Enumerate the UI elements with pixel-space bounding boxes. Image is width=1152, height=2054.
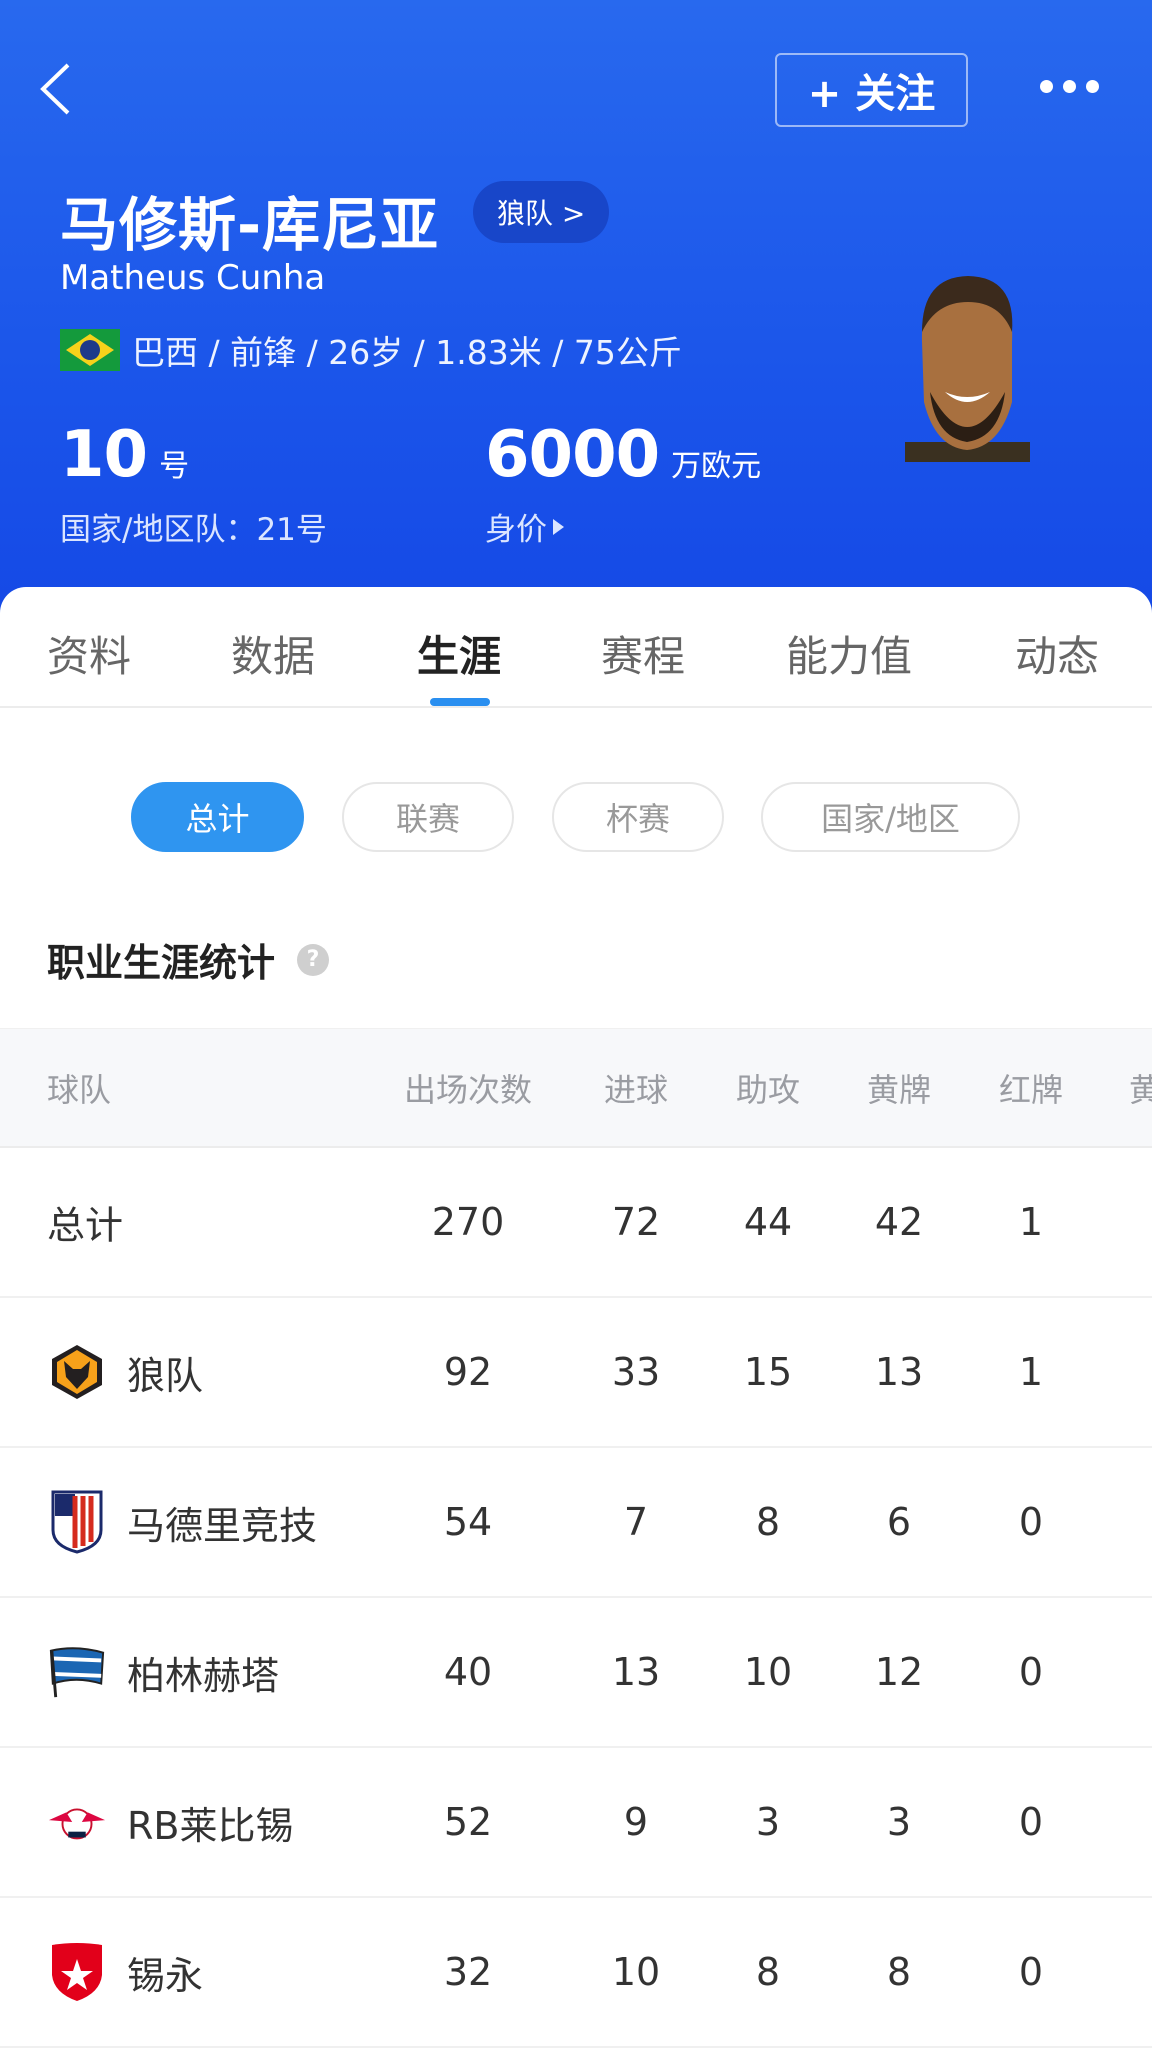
- market-value-unit: 万欧元: [671, 449, 762, 484]
- career-panel: 资料 数据 生涯 赛程 能力值 动态 总计 联赛 杯赛 国家/地区 职业生涯统计…: [0, 587, 1152, 2054]
- player-photo: [905, 276, 1030, 462]
- stat-yellow: 12: [874, 1650, 924, 1694]
- section-title-text: 职业生涯统计: [47, 941, 276, 985]
- stat-assists: 3: [755, 1800, 781, 1844]
- player-header: + 关注 马修斯-库尼亚 狼队 > Matheus Cunha 巴西 / 前锋 …: [0, 0, 1152, 620]
- market-value-label: 身价: [485, 512, 547, 548]
- header-assists: 助攻: [735, 1070, 801, 1109]
- table-row[interactable]: 锡永 32 10 8 8 0: [0, 1898, 1152, 2048]
- tab-ability[interactable]: 能力值: [786, 632, 913, 681]
- help-icon[interactable]: ?: [297, 943, 330, 976]
- stat-goals: 33: [611, 1350, 661, 1394]
- stat-assists: 8: [755, 1500, 781, 1544]
- header-team: 球队: [47, 1070, 112, 1109]
- shirt-unit: 号: [159, 449, 190, 484]
- stat-yellow: 8: [886, 1950, 912, 1994]
- section-title: 职业生涯统计?: [47, 932, 330, 987]
- info-text: 巴西 / 前锋 / 26岁 / 1.83米 / 75公斤: [132, 333, 682, 372]
- tab-career[interactable]: 生涯: [417, 632, 502, 681]
- filter-league[interactable]: 联赛: [342, 782, 514, 852]
- team-cell: 狼队: [47, 1342, 203, 1402]
- stat-apps: 32: [443, 1950, 493, 1994]
- stat-assists: 44: [743, 1200, 793, 1244]
- team-cell: 马德里竞技: [47, 1490, 318, 1554]
- stat-goals: 72: [611, 1200, 661, 1244]
- stat-red: 0: [1018, 1950, 1044, 1994]
- active-tab-indicator: [430, 698, 490, 706]
- player-info: 巴西 / 前锋 / 26岁 / 1.83米 / 75公斤: [60, 326, 682, 374]
- stat-assists: 15: [743, 1350, 793, 1394]
- table-row[interactable]: 马德里竞技 54 7 8 6 0: [0, 1448, 1152, 1598]
- leipzig-logo-icon: [47, 1792, 107, 1852]
- stat-goals: 7: [623, 1500, 649, 1544]
- stat-apps: 270: [431, 1200, 505, 1244]
- table-row[interactable]: 柏林赫塔 40 13 10 12 0: [0, 1598, 1152, 1748]
- team-cell: 总计: [47, 1195, 123, 1250]
- stat-apps: 52: [443, 1800, 493, 1844]
- stat-assists: 8: [755, 1950, 781, 1994]
- table-header: 球队 出场次数 进球 助攻 黄牌 红牌 黄: [0, 1028, 1152, 1148]
- tab-bar: 资料 数据 生涯 赛程 能力值 动态: [0, 587, 1152, 708]
- tab-schedule[interactable]: 赛程: [601, 632, 686, 681]
- follow-button[interactable]: + 关注: [775, 53, 968, 127]
- stat-red: 1: [1018, 1200, 1044, 1244]
- shirt-number-value: 10: [60, 418, 148, 492]
- tab-stats[interactable]: 数据: [231, 632, 316, 681]
- team-name: 马德里竞技: [127, 1503, 318, 1548]
- header-goals: 进球: [603, 1070, 669, 1109]
- wolves-logo-icon: [47, 1342, 107, 1402]
- atletico-logo-icon: [47, 1490, 107, 1554]
- stat-goals: 9: [623, 1800, 649, 1844]
- stat-goals: 13: [611, 1650, 661, 1694]
- filter-national[interactable]: 国家/地区: [761, 782, 1020, 852]
- team-chip[interactable]: 狼队 >: [473, 181, 610, 243]
- player-name: 马修斯-库尼亚: [60, 191, 440, 259]
- brazil-flag-icon: [60, 329, 120, 371]
- market-value-number: 6000: [485, 418, 660, 492]
- stat-yellow: 3: [886, 1800, 912, 1844]
- stat-red: 0: [1018, 1800, 1044, 1844]
- table-row[interactable]: 总计 270 72 44 42 1: [0, 1148, 1152, 1298]
- team-name: 柏林赫塔: [127, 1653, 280, 1698]
- stat-yellow: 13: [874, 1350, 924, 1394]
- market-value-link[interactable]: 身价: [485, 504, 564, 549]
- header-more: 黄: [1129, 1070, 1152, 1109]
- team-name: 总计: [47, 1203, 124, 1248]
- stat-yellow: 6: [886, 1500, 912, 1544]
- header-apps: 出场次数: [403, 1070, 533, 1109]
- stat-apps: 40: [443, 1650, 493, 1694]
- table-row[interactable]: RB莱比锡 52 9 3 3 0: [0, 1748, 1152, 1898]
- english-name: Matheus Cunha: [60, 258, 326, 298]
- stat-yellow: 42: [874, 1200, 924, 1244]
- team-cell: 锡永: [47, 1942, 203, 2002]
- stat-red: 0: [1018, 1650, 1044, 1694]
- national-number: 国家/地区队：21号: [60, 512, 327, 548]
- more-dots-icon[interactable]: [1040, 80, 1099, 93]
- stat-red: 1: [1018, 1350, 1044, 1394]
- back-icon[interactable]: [38, 62, 72, 116]
- team-name: 狼队: [127, 1353, 204, 1398]
- hertha-logo-icon: [47, 1642, 107, 1702]
- stat-goals: 10: [611, 1950, 661, 1994]
- header-red: 红牌: [998, 1070, 1064, 1109]
- filter-cup[interactable]: 杯赛: [552, 782, 724, 852]
- table-row[interactable]: 狼队 92 33 15 13 1: [0, 1298, 1152, 1448]
- market-value: 6000 万欧元: [485, 418, 761, 492]
- shirt-number: 10 号: [60, 418, 189, 492]
- tab-news[interactable]: 动态: [1015, 632, 1100, 681]
- stat-assists: 10: [743, 1650, 793, 1694]
- stat-apps: 92: [443, 1350, 493, 1394]
- filter-total[interactable]: 总计: [131, 782, 304, 852]
- sion-logo-icon: [47, 1942, 107, 2002]
- team-name: RB莱比锡: [127, 1803, 294, 1848]
- stat-red: 0: [1018, 1500, 1044, 1544]
- header-yellow: 黄牌: [866, 1070, 932, 1109]
- tab-profile[interactable]: 资料: [47, 632, 132, 681]
- team-cell: RB莱比锡: [47, 1792, 293, 1852]
- team-name: 锡永: [127, 1953, 204, 1998]
- stat-apps: 54: [443, 1500, 493, 1544]
- team-cell: 柏林赫塔: [47, 1642, 279, 1702]
- caret-right-icon: [553, 518, 564, 535]
